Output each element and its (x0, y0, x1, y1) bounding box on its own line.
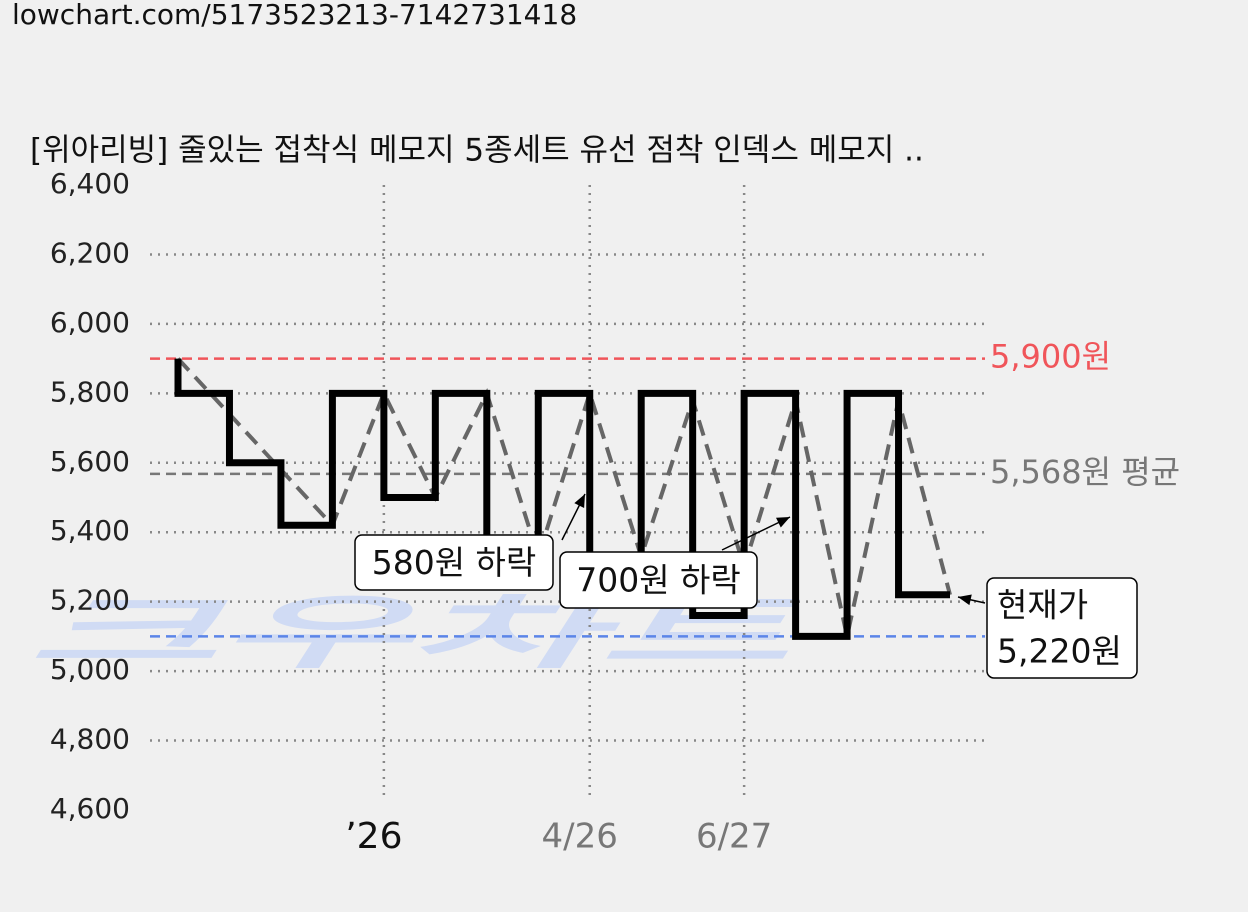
x-tick-label: 6/27 (696, 817, 772, 857)
arrow-head (776, 517, 790, 528)
step-line (174, 358, 950, 640)
annotation-text: 현재가 (997, 586, 1088, 625)
annotation-text: 700원 하락 (576, 561, 741, 600)
y-tick-label: 5,400 (50, 514, 130, 547)
x-tick-label: ’26 (345, 816, 402, 857)
y-tick-label: 5,800 (50, 375, 130, 408)
y-tick-label: 6,400 (50, 167, 130, 200)
annotation-text: 580원 하락 (372, 543, 537, 582)
annotation-text: 5,220원 (997, 632, 1122, 671)
arrow-head (574, 494, 585, 508)
annotation-box (559, 551, 758, 609)
chart-title: [위아리빙] 줄있는 접착식 메모지 5종세트 유선 점착 인덱스 메모지 .. (30, 133, 924, 169)
y-tick-label: 5,200 (50, 584, 130, 617)
y-tick-label: 4,600 (50, 792, 130, 825)
reference-label: 5,900원 (990, 338, 1111, 376)
trend-line (176, 357, 952, 637)
reference-label: 5,568원 평균 (990, 453, 1180, 491)
arrow-head (958, 594, 972, 606)
y-tick-label: 5,600 (50, 445, 130, 478)
annotation-box (986, 577, 1138, 679)
y-tick-label: 5,000 (50, 653, 130, 686)
x-tick-label: 4/26 (542, 817, 618, 857)
y-tick-label: 4,800 (50, 723, 130, 756)
y-tick-label: 6,000 (50, 306, 130, 339)
annotation-box (354, 534, 554, 591)
url: lowchart.com/5173523213-7142731418 (12, 0, 577, 31)
y-tick-label: 6,200 (50, 236, 130, 269)
